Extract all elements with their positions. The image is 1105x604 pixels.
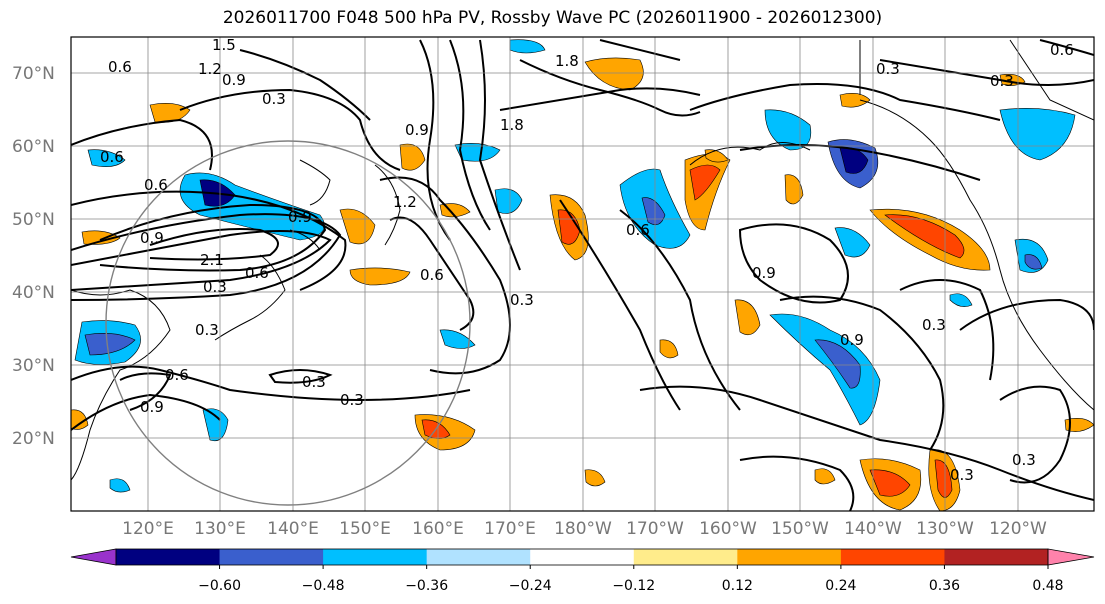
lon-label: 180°W (554, 519, 612, 539)
colorbar-segment (633, 549, 738, 565)
plot-area (71, 37, 1094, 511)
lon-label: 140°W (844, 519, 902, 539)
colorbar-segment (323, 549, 428, 565)
longitude-labels: 120°E 130°E 140°E 150°E 160°E 170°E 180°… (122, 519, 1047, 539)
lon-label: 120°W (989, 519, 1047, 539)
contour-label: 0.6 (100, 148, 124, 166)
lat-label: 50°N (12, 210, 55, 230)
contour-label: 0.3 (922, 316, 946, 334)
lat-label: 60°N (12, 137, 55, 157)
contour-label: 0.6 (245, 264, 269, 282)
lon-label: 120°E (122, 519, 174, 539)
contour-label: 1.8 (555, 52, 579, 70)
colorbar-tick-label: −0.12 (612, 578, 655, 594)
contour-label: 0.3 (262, 90, 286, 108)
colorbar-extend-high (1047, 548, 1095, 566)
contour-label: 0.6 (1050, 41, 1074, 59)
lat-label: 40°N (12, 283, 55, 303)
contour-label: 0.9 (752, 264, 776, 282)
range-circle (105, 140, 471, 506)
lon-label: 170°W (626, 519, 684, 539)
contour-label: 0.9 (405, 121, 429, 139)
contour-label: 1.2 (198, 60, 222, 78)
colorbar-segment (530, 549, 635, 565)
contour-label: 0.3 (510, 291, 534, 309)
contour-label: 0.6 (626, 221, 650, 239)
colorbar-segment (219, 549, 324, 565)
colorbar-segment (840, 549, 945, 565)
contour-label: 1.2 (393, 193, 417, 211)
lon-label: 160°E (412, 519, 464, 539)
colorbar-tick-label: −0.36 (405, 578, 448, 594)
contour-label: 1.5 (212, 36, 236, 54)
contour-label: 1.8 (500, 116, 524, 134)
pv-contours (71, 39, 1094, 511)
lon-label: 170°E (484, 519, 536, 539)
contour-label: 0.9 (140, 229, 164, 247)
shaded-anomalies (71, 39, 1094, 511)
contour-label: 2.1 (200, 251, 224, 269)
lat-label: 20°N (12, 429, 55, 449)
colorbar-extend-low (70, 548, 117, 566)
lat-label: 70°N (12, 64, 55, 84)
lon-label: 130°W (916, 519, 974, 539)
lon-label: 130°E (194, 519, 246, 539)
colorbar-tick-label: 0.24 (825, 578, 856, 594)
contour-label: 0.9 (840, 331, 864, 349)
contour-label: 0.9 (222, 71, 246, 89)
map-title: 2026011700 F048 500 hPa PV, Rossby Wave … (222, 8, 883, 28)
lat-label: 30°N (12, 356, 55, 376)
lon-label: 150°E (339, 519, 391, 539)
graticule (71, 37, 1094, 511)
lon-label: 140°E (267, 519, 319, 539)
colorbar-tick-label: −0.24 (509, 578, 552, 594)
contour-label: 0.9 (288, 208, 312, 226)
colorbar-tick-label: 0.48 (1032, 578, 1063, 594)
lon-label: 160°W (699, 519, 757, 539)
contour-labels: 0.6 1.5 0.9 1.2 1.8 0.3 0.6 0.9 1.2 0.6 … (100, 36, 1074, 484)
colorbar-segment (944, 549, 1049, 565)
colorbar: −0.60 −0.48 −0.36 −0.24 −0.12 0.12 0.24 0.36 0.4… (70, 548, 1095, 594)
colorbar-tick-label: 0.36 (929, 578, 960, 594)
contour-label: 0.3 (1012, 451, 1036, 469)
contour-label: 0.6 (165, 366, 189, 384)
colorbar-segment (116, 549, 221, 565)
colorbar-tick-label: 0.12 (722, 578, 753, 594)
lon-label: 150°W (771, 519, 829, 539)
contour-label: 0.3 (302, 373, 326, 391)
colorbar-frame (115, 548, 1049, 566)
latitude-labels: 70°N 60°N 50°N 40°N 30°N 20°N (12, 64, 55, 449)
contour-label: 0.3 (876, 60, 900, 78)
contour-label: 0.3 (340, 391, 364, 409)
contour-label: 0.6 (144, 176, 168, 194)
plot-frame (70, 36, 1095, 512)
contour-label: 0.9 (140, 398, 164, 416)
contour-label: 0.3 (195, 321, 219, 339)
contour-label: 0.3 (203, 278, 227, 296)
contour-label: 0.6 (420, 266, 444, 284)
colorbar-segment (426, 549, 531, 565)
colorbar-segment (737, 549, 842, 565)
colorbar-tick-label: −0.48 (302, 578, 345, 594)
contour-label: 0.3 (990, 72, 1014, 90)
contour-label: 0.3 (950, 466, 974, 484)
colorbar-tick-label: −0.60 (198, 578, 241, 594)
contour-label: 0.6 (108, 58, 132, 76)
